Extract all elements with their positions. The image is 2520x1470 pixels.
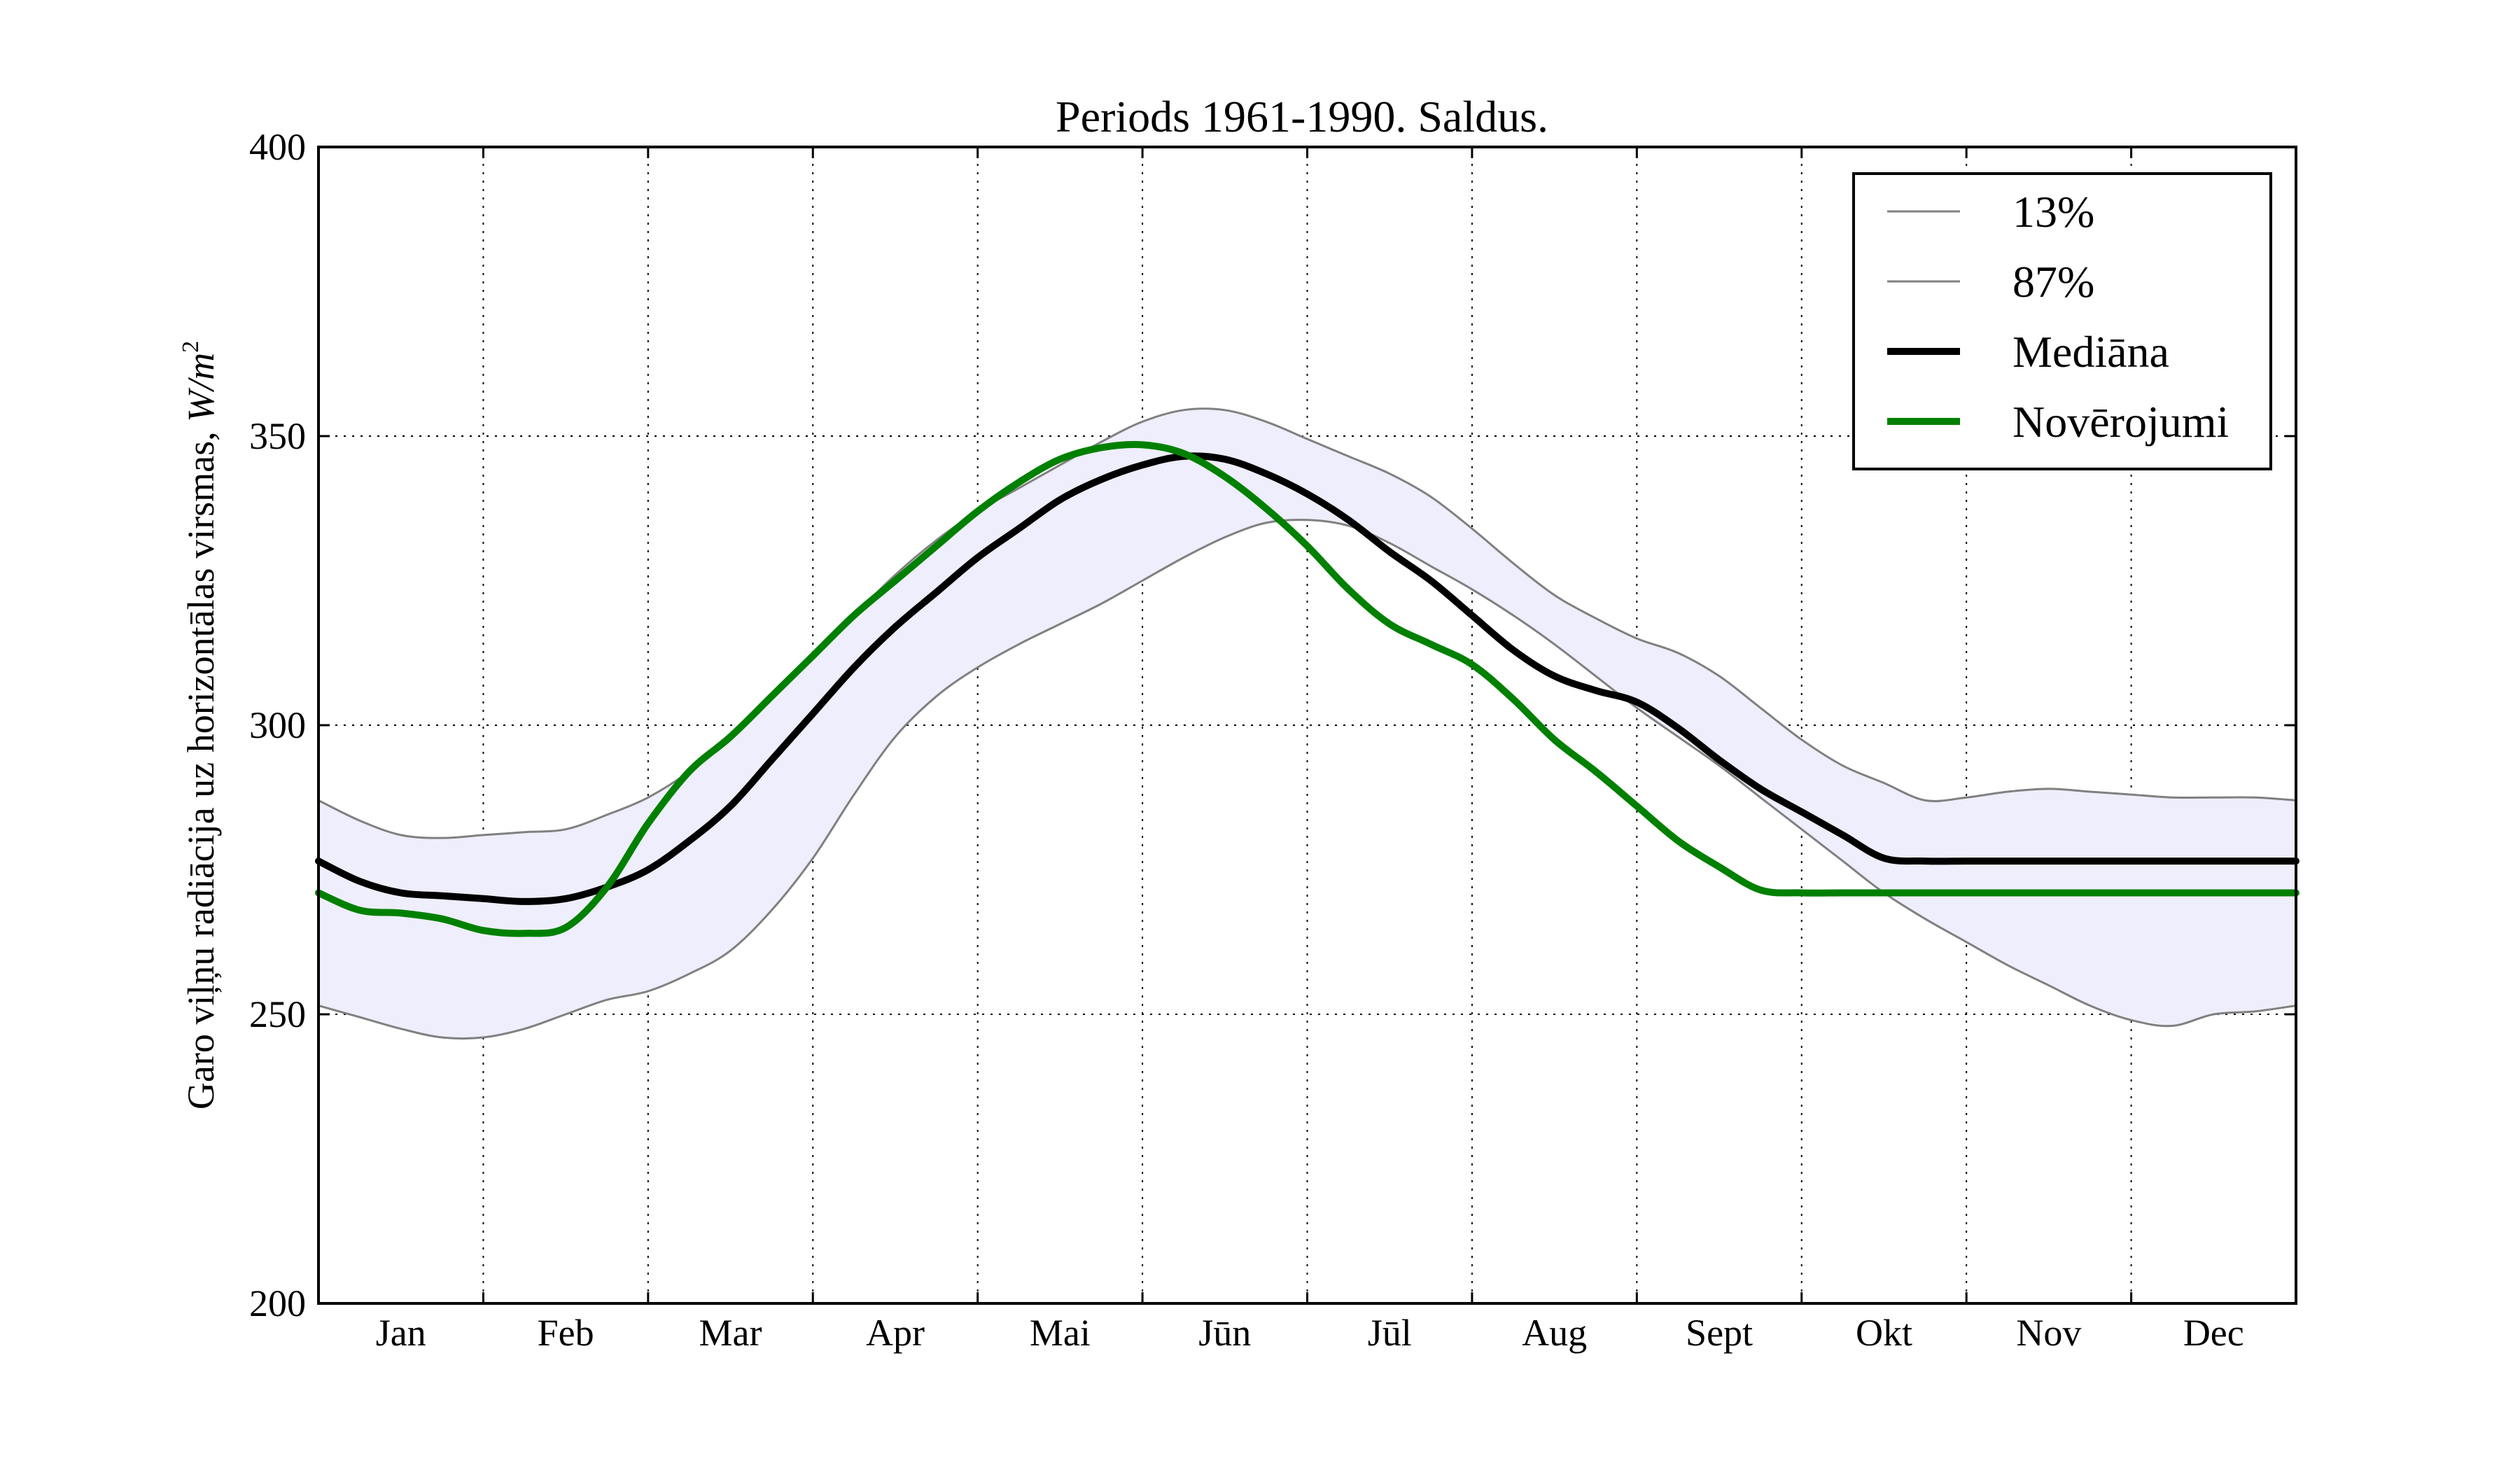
y-axis-label-text: Garo viļņu radiācija uz horizontālas vir… (180, 422, 222, 1110)
x-tick-label: Mai (1030, 1312, 1091, 1354)
x-tick-label: Jūn (1198, 1312, 1251, 1354)
x-tick-label: Feb (538, 1312, 594, 1354)
y-tick-label: 400 (249, 126, 306, 168)
y-tick-label: 200 (249, 1282, 306, 1324)
chart-title: Periods 1961-1990. Saldus. (1056, 92, 1548, 141)
legend-label-87: 87% (2012, 257, 2094, 307)
y-ticks: 200 250 300 350 400 (249, 126, 2296, 1324)
x-tick-label: Jan (376, 1312, 426, 1354)
legend-label-median: Mediāna (2012, 327, 2169, 377)
y-axis-unit: W/m (180, 353, 222, 422)
y-axis-unit-sup: 2 (178, 341, 204, 353)
x-tick-label: Sept (1686, 1312, 1753, 1354)
x-ticks: Jan Feb Mar Apr Mai Jūn Jūl Aug Sept Okt Nov Dec (376, 147, 2244, 1354)
x-tick-label: Apr (866, 1312, 925, 1354)
series-line-87 (317, 407, 2297, 839)
y-tick-label: 350 (249, 415, 306, 457)
y-tick-label: 250 (249, 993, 306, 1035)
series-line-observations (315, 440, 2300, 937)
series-lines (315, 407, 2300, 1040)
x-tick-label: Nov (2016, 1312, 2081, 1354)
percentile-band (318, 410, 2296, 1037)
x-tick-label: Dec (2183, 1312, 2244, 1354)
series-line-median (315, 452, 2300, 905)
y-tick-label: 300 (249, 704, 306, 746)
legend-label-13: 13% (2012, 187, 2094, 237)
legend: 13% 87% Mediāna Novērojumi (1852, 172, 2272, 470)
x-tick-label: Okt (1856, 1312, 1912, 1354)
x-tick-label: Jūl (1368, 1312, 1412, 1354)
x-tick-label: Aug (1522, 1312, 1587, 1354)
x-tick-label: Mar (699, 1312, 762, 1354)
series-line-13 (317, 519, 2297, 1040)
y-axis-label: Garo viļņu radiācija uz horizontālas vir… (178, 341, 222, 1110)
percentile-band-area (318, 410, 2296, 1037)
legend-label-observations: Novērojumi (2012, 397, 2229, 447)
